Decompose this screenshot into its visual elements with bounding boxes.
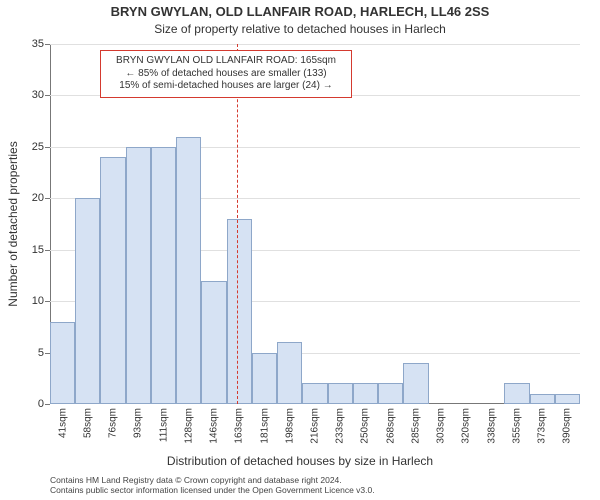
chart-title: BRYN GWYLAN, OLD LLANFAIR ROAD, HARLECH,… [0,4,600,19]
ytick-mark [45,44,50,45]
histogram-bar [227,219,252,404]
ytick-label: 15 [14,244,44,256]
xtick-label: 76sqm [108,408,119,438]
grid-line [50,44,580,45]
ytick-mark [45,250,50,251]
x-axis-label: Distribution of detached houses by size … [0,454,600,468]
ytick-label: 20 [14,192,44,204]
xtick-label: 163sqm [234,408,245,444]
histogram-bar [50,322,75,404]
ytick-label: 0 [14,398,44,410]
xtick-label: 216sqm [310,408,321,444]
xtick-label: 250sqm [360,408,371,444]
histogram-bar [530,394,555,404]
xtick-label: 58sqm [82,408,93,438]
annotation-line: 15% of semi-detached houses are larger (… [109,80,343,93]
xtick-label: 198sqm [284,408,295,444]
xtick-label: 268sqm [385,408,396,444]
ytick-label: 5 [14,347,44,359]
reference-line [237,44,238,404]
annotation-box: BRYN GWYLAN OLD LLANFAIR ROAD: 165sqm← 8… [100,50,352,98]
xtick-label: 41sqm [57,408,68,438]
histogram-bar [555,394,580,404]
histogram-bar [151,147,176,404]
y-axis-label: Number of detached properties [6,141,20,306]
histogram-bar [75,198,100,404]
xtick-label: 111sqm [158,408,169,442]
xtick-label: 355sqm [511,408,522,444]
ytick-mark [45,301,50,302]
chart-container: BRYN GWYLAN, OLD LLANFAIR ROAD, HARLECH,… [0,0,600,500]
xtick-label: 146sqm [209,408,220,444]
histogram-bar [201,281,226,404]
xtick-label: 181sqm [259,408,270,444]
annotation-line: BRYN GWYLAN OLD LLANFAIR ROAD: 165sqm [109,55,343,68]
histogram-bar [277,342,302,404]
histogram-bar [378,383,403,404]
footer-attribution: Contains HM Land Registry data © Crown c… [50,476,590,496]
xtick-label: 233sqm [335,408,346,444]
xtick-label: 320sqm [461,408,472,444]
histogram-bar [302,383,327,404]
histogram-bar [100,157,125,404]
xtick-label: 128sqm [183,408,194,444]
xtick-label: 285sqm [410,408,421,444]
ytick-mark [45,95,50,96]
histogram-bar [328,383,353,404]
xtick-label: 303sqm [436,408,447,444]
ytick-mark [45,404,50,405]
plot-inner: 0510152025303541sqm58sqm76sqm93sqm111sqm… [50,44,580,404]
ytick-label: 25 [14,141,44,153]
xtick-label: 338sqm [486,408,497,444]
ytick-label: 10 [14,295,44,307]
xtick-label: 390sqm [562,408,573,444]
histogram-bar [176,137,201,404]
xtick-label: 373sqm [537,408,548,444]
histogram-bar [504,383,529,404]
ytick-mark [45,198,50,199]
histogram-bar [353,383,378,404]
plot-area: 0510152025303541sqm58sqm76sqm93sqm111sqm… [50,44,580,404]
chart-subtitle: Size of property relative to detached ho… [0,22,600,36]
ytick-label: 30 [14,89,44,101]
annotation-line: ← 85% of detached houses are smaller (13… [109,68,343,81]
histogram-bar [403,363,428,404]
ytick-mark [45,147,50,148]
ytick-label: 35 [14,38,44,50]
xtick-label: 93sqm [133,408,144,438]
footer-line-2: Contains public sector information licen… [50,486,590,496]
histogram-bar [252,353,277,404]
histogram-bar [126,147,151,404]
